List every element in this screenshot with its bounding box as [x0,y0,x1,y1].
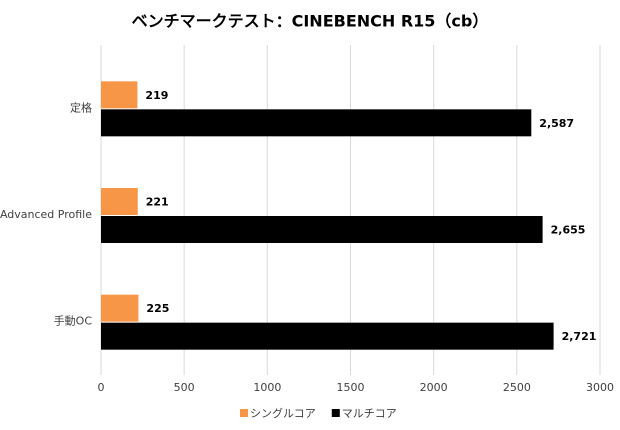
value-label: 2,655 [551,224,586,237]
bar [101,81,138,109]
legend-label: シングルコア [250,406,316,420]
legend-swatch [331,409,340,417]
legend-label: マルチコア [342,407,397,420]
y-tick-label: 定格 [70,100,92,114]
bar [101,322,554,350]
value-label: 221 [146,196,169,209]
x-tick-label: 1000 [253,381,281,394]
x-tick-label: 500 [174,381,195,394]
value-label: 219 [145,89,168,102]
x-tick-label: 2500 [503,381,531,394]
bar [101,109,532,137]
chart-title: ベンチマークテスト：CINEBENCH R15（cb） [132,12,489,31]
legend-swatch [240,409,248,417]
value-label: 225 [146,302,169,315]
value-label: 2,721 [562,330,597,343]
x-tick-label: 3000 [586,381,614,394]
x-tick-label: 2000 [420,381,448,394]
y-tick-label: Advanced Profile [0,208,92,221]
bar [101,188,138,215]
bar [101,294,139,322]
y-tick-label: 手動OC [54,314,93,328]
value-label: 2,587 [539,117,574,130]
x-tick-label: 1500 [337,381,365,394]
bar [101,216,543,243]
x-tick-label: 0 [98,381,105,394]
